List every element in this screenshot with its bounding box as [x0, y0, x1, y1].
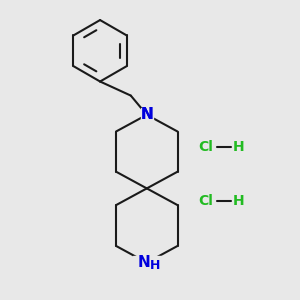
Text: N: N: [140, 107, 153, 122]
Text: Cl: Cl: [198, 140, 213, 154]
Text: H: H: [233, 194, 245, 208]
Text: H: H: [150, 259, 160, 272]
Bar: [141, 108, 153, 121]
Text: Cl: Cl: [198, 194, 213, 208]
Text: N: N: [140, 107, 153, 122]
Bar: [133, 256, 162, 269]
Text: N: N: [138, 255, 151, 270]
Text: H: H: [233, 140, 245, 154]
